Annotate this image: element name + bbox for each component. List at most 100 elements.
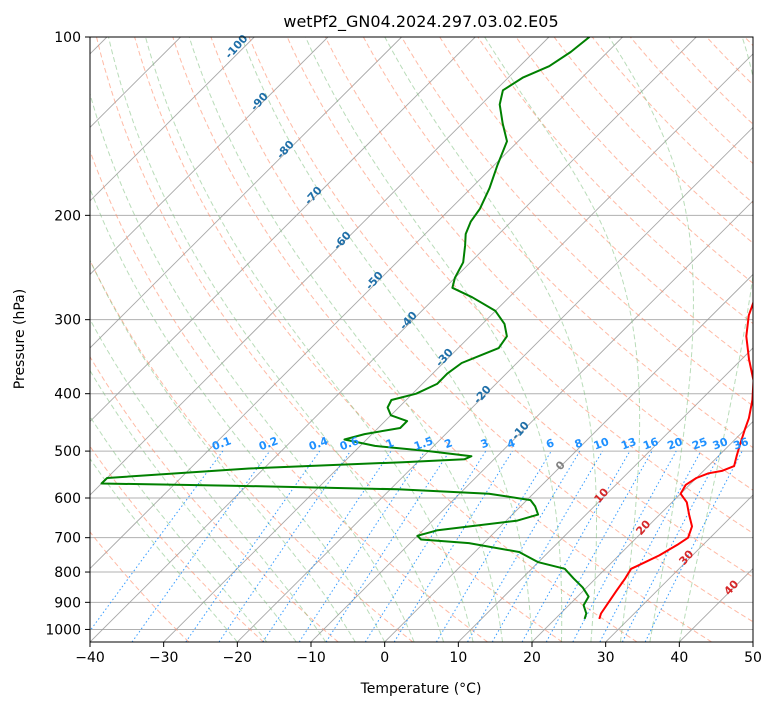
mixing-ratio-line xyxy=(364,450,487,642)
dry-adiabat-line xyxy=(477,37,753,325)
isotherm-line xyxy=(605,494,753,642)
isotherm-line xyxy=(90,37,402,349)
x-tick-label: −30 xyxy=(149,650,179,666)
moist-adiabat-line xyxy=(108,37,445,642)
x-tick-label: 20 xyxy=(523,650,541,666)
y-tick-label: 300 xyxy=(54,313,81,329)
gridlines xyxy=(90,37,753,642)
y-tick-label: 400 xyxy=(54,387,81,403)
mixing-ratio-line xyxy=(218,450,351,642)
mixing-ratio-label: 2 xyxy=(443,436,455,451)
dry-adiabat-line xyxy=(172,37,712,642)
x-tick-label: 10 xyxy=(449,650,467,666)
dry-adiabat-line xyxy=(90,259,414,642)
isotherm-line xyxy=(90,37,255,202)
x-tick-label: −20 xyxy=(223,650,253,666)
x-tick-label: 30 xyxy=(597,650,615,666)
y-tick-label: 700 xyxy=(54,531,81,547)
mixing-ratio-label: 0.2 xyxy=(257,434,280,453)
mixing-ratio-label: 3 xyxy=(479,436,491,451)
dry-adiabat-line xyxy=(553,37,753,244)
x-tick-label: 40 xyxy=(670,650,688,666)
mixing-ratio-line xyxy=(298,450,426,642)
dry-adiabat-line xyxy=(324,37,753,491)
y-tick-label: 500 xyxy=(54,444,81,460)
mixing-ratio-line xyxy=(521,450,631,642)
dry-adiabat-line xyxy=(134,37,638,642)
dry-adiabat-line xyxy=(401,37,753,407)
temperature-profile-line xyxy=(598,300,753,620)
x-tick-label: −10 xyxy=(296,650,326,666)
dry-adiabat-line xyxy=(248,37,753,578)
x-tick-label: 0 xyxy=(380,650,389,666)
mixing-ratio-label: 8 xyxy=(573,436,585,451)
chart-title: wetPf2_GN04.2024.297.03.02.E05 xyxy=(283,12,558,32)
dry-adiabat-line xyxy=(90,531,190,642)
mixing-ratio-label: 25 xyxy=(690,435,709,452)
dry-adiabat-line xyxy=(286,37,753,534)
moist-adiabat-line xyxy=(90,318,327,642)
moist-adiabat-line xyxy=(384,37,597,642)
mixing-ratio-label: 16 xyxy=(641,435,660,453)
dry-adiabat-line xyxy=(96,37,563,642)
isotherm-line xyxy=(90,37,697,642)
moist-adiabat-line xyxy=(90,92,415,642)
mixing-ratio-label: 0.4 xyxy=(307,434,330,453)
mixing-ratio-label: 20 xyxy=(666,435,685,453)
mixing-ratio-line xyxy=(131,450,271,642)
mixing-ratio-line xyxy=(644,450,743,642)
moist-adiabat-line xyxy=(484,37,641,642)
mixing-ratio-label: 30 xyxy=(711,435,730,453)
y-tick-label: 200 xyxy=(54,208,81,224)
y-tick-label: 600 xyxy=(54,491,81,507)
y-tick-label: 800 xyxy=(54,565,81,581)
moist-adiabat-line xyxy=(90,369,297,642)
dry-adiabat-line xyxy=(362,37,753,449)
mixing-ratio-label: 1.5 xyxy=(412,434,435,453)
mixing-ratio-label: 13 xyxy=(619,435,638,452)
mixing-ratio-line xyxy=(325,450,451,642)
moist-adiabat-line xyxy=(241,37,533,642)
dry-adiabat-line xyxy=(591,37,753,204)
isotherm-line xyxy=(90,37,329,276)
mixing-ratio-line xyxy=(545,450,653,642)
mixing-ratio-line xyxy=(90,450,224,632)
isotherm-line xyxy=(237,126,753,642)
mixing-ratio-line xyxy=(185,450,321,642)
isotherm-line xyxy=(90,37,550,496)
dewpoint-profile-line xyxy=(100,37,591,620)
mixing-ratio-label: 6 xyxy=(544,436,556,451)
y-axis-label: Pressure (hPa) xyxy=(12,289,28,389)
mixing-ratio-label: 0.1 xyxy=(210,434,233,453)
profile-series xyxy=(100,37,753,620)
mixing-ratio-line xyxy=(262,450,392,642)
x-axis-label: Temperature (°C) xyxy=(360,681,482,697)
dry-adiabat-line xyxy=(90,355,339,642)
moist-adiabat-line xyxy=(90,259,356,642)
mixing-ratio-label: 36 xyxy=(732,435,751,453)
isotherm-line xyxy=(90,37,476,423)
y-tick-label: 100 xyxy=(54,30,81,46)
plot-background xyxy=(90,37,753,642)
isotherm-line xyxy=(752,641,753,642)
moist-adiabat-line xyxy=(188,37,503,642)
moist-adiabat-line xyxy=(90,187,386,642)
mixing-ratio-label: 0.6 xyxy=(338,434,361,453)
mixing-ratio-label: 10 xyxy=(592,435,611,453)
mixing-ratio-label: 4 xyxy=(505,436,517,451)
x-tick-label: −40 xyxy=(75,650,105,666)
isotherm-line xyxy=(531,420,753,642)
isotherm-line xyxy=(163,53,753,642)
y-tick-label: 900 xyxy=(54,595,81,611)
x-tick-label: 50 xyxy=(744,650,762,666)
mixing-ratio-line xyxy=(572,450,677,642)
dry-adiabat-line xyxy=(90,149,488,642)
mixing-ratio-label: 1 xyxy=(384,436,396,451)
isotherm-line xyxy=(384,273,753,642)
moist-adiabat-line xyxy=(90,457,238,642)
moist-adiabat-line xyxy=(305,37,563,642)
moist-adiabat-line xyxy=(145,37,474,642)
background-lines xyxy=(90,37,753,642)
moist-adiabat-line xyxy=(90,415,268,642)
